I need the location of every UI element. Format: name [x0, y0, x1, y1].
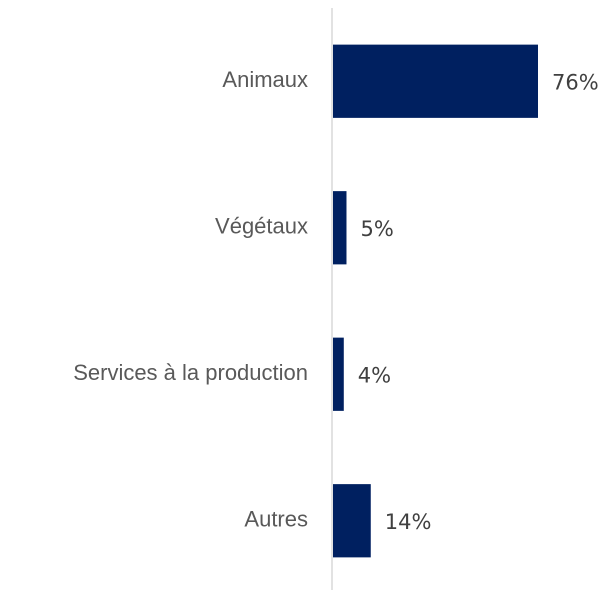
bar: [333, 484, 371, 558]
value-label: 14%: [385, 510, 432, 534]
value-label: 4%: [358, 363, 391, 387]
bar: [333, 337, 344, 411]
bar: [333, 191, 347, 265]
category-label: Services à la production: [73, 360, 308, 385]
bar: [333, 44, 538, 118]
category-label: Autres: [244, 507, 308, 532]
category-label: Végétaux: [215, 214, 308, 239]
value-label: 76%: [552, 70, 599, 94]
category-label: Animaux: [222, 67, 308, 92]
value-label: 5%: [360, 217, 393, 241]
